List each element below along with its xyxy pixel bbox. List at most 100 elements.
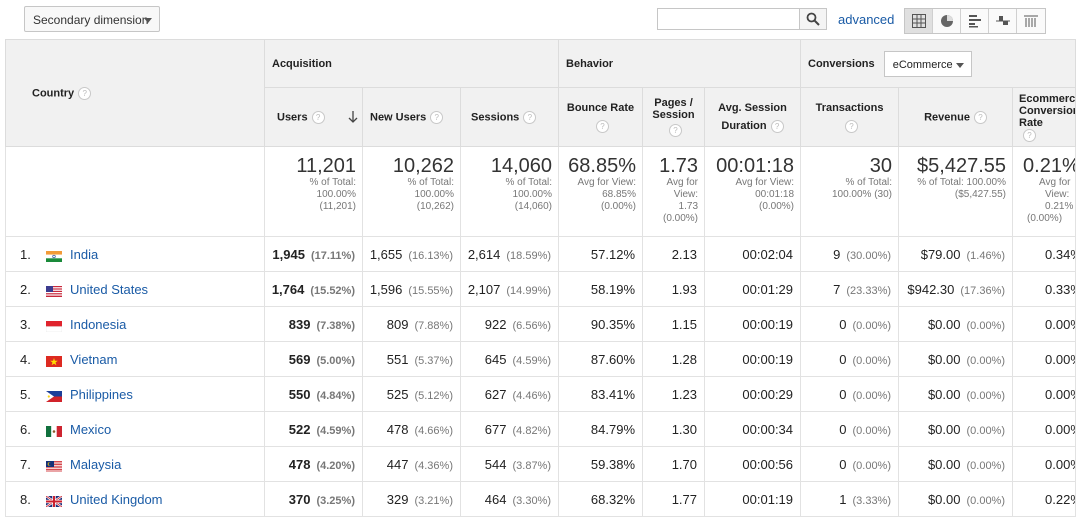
avg-session-duration-cell: 00:00:29: [704, 376, 802, 412]
new-users-cell: 447 (4.36%): [362, 446, 461, 482]
row-index: 1.: [20, 246, 31, 262]
new-users-cell: 1,596 (15.55%): [362, 271, 461, 307]
revenue-cell: $0.00 (0.00%): [898, 306, 1014, 342]
revenue-header-label: Revenue: [924, 110, 970, 123]
pie-view-button[interactable]: [933, 9, 961, 33]
country-cell: 8. United Kingdom: [5, 481, 265, 517]
sessions-column-header[interactable]: Sessions?: [459, 87, 560, 147]
help-icon[interactable]: ?: [430, 110, 444, 124]
transactions-column-header[interactable]: Transactions?: [800, 87, 900, 147]
sessions-value: 464: [484, 491, 507, 507]
pages-session-cell: 1.28: [642, 341, 706, 377]
help-icon[interactable]: ?: [78, 86, 92, 100]
sessions-value: 677: [484, 421, 507, 437]
performance-view-button[interactable]: [961, 9, 989, 33]
total-caption: (14,060): [514, 201, 553, 212]
table-search-input[interactable]: [657, 8, 827, 30]
avg-session-duration-cell: 00:00:19: [704, 341, 802, 377]
sessions-cell: 2,614 (18.59%): [460, 236, 560, 272]
table-row[interactable]: 6. Mexico 522 (4.59%) 478 (4.66%) 677 (4.82%) 84…: [5, 411, 1077, 447]
bounce-rate-cell: 58.19%: [558, 271, 644, 307]
avg-session-duration-cell: 00:02:04: [704, 236, 802, 272]
transactions-value: 0: [839, 421, 847, 437]
avg-session-duration-cell: 00:00:56: [704, 446, 802, 482]
grid-icon: [912, 14, 926, 28]
revenue-percent: (0.00%): [966, 389, 1006, 402]
users-percent: (15.52%): [310, 284, 355, 297]
total-caption: 0.21%: [1045, 201, 1074, 212]
country-link[interactable]: United Kingdom: [70, 491, 163, 507]
help-icon[interactable]: ?: [1023, 128, 1037, 142]
table-view-button[interactable]: [905, 9, 933, 33]
new-users-value: 478: [386, 421, 409, 437]
pages-session-column-header[interactable]: Pages / Session?: [642, 87, 706, 147]
users-percent: (4.20%): [316, 459, 355, 472]
transactions-value: 0: [839, 316, 847, 332]
transactions-percent: (0.00%): [852, 459, 892, 472]
advanced-filter-link[interactable]: advanced: [838, 12, 895, 27]
conversion-rate-column-header[interactable]: Ecommerce Conversion Rate?: [1012, 87, 1077, 147]
help-icon[interactable]: ?: [973, 110, 987, 124]
malaysia-flag-icon: [46, 460, 62, 472]
transactions-cell: 9 (30.00%): [800, 236, 900, 272]
bounce-rate-column-header[interactable]: Bounce Rate?: [558, 87, 644, 147]
country-link[interactable]: Philippines: [70, 386, 133, 402]
help-icon[interactable]: ?: [523, 110, 537, 124]
comparison-view-button[interactable]: [989, 9, 1017, 33]
total-caption: ($5,427.55): [954, 189, 1007, 200]
conversion-rate-cell: 0.00%: [1012, 341, 1077, 377]
country-cell: 4. Vietnam: [5, 341, 265, 377]
help-icon[interactable]: ?: [311, 110, 325, 124]
table-row[interactable]: 3. Indonesia 839 (7.38%) 809 (7.88%) 922 (6.56%…: [5, 306, 1077, 342]
help-icon[interactable]: ?: [770, 119, 784, 133]
bounce-rate-cell: 68.32%: [558, 481, 644, 517]
total-caption: 1.73: [678, 201, 699, 212]
bounce-rate-cell: 90.35%: [558, 306, 644, 342]
search-button[interactable]: [799, 9, 826, 29]
revenue-value: $0.00: [927, 386, 961, 402]
new-users-percent: (5.12%): [414, 389, 453, 402]
country-link[interactable]: Indonesia: [70, 316, 127, 332]
total-caption: Avg for View:: [577, 177, 637, 188]
new-users-percent: (5.37%): [414, 354, 453, 367]
table-row[interactable]: 2. United States 1,764 (15.52%) 1,596 (15.55%…: [5, 271, 1077, 307]
country-link[interactable]: Mexico: [70, 421, 112, 437]
country-link[interactable]: Malaysia: [70, 456, 122, 472]
revenue-cell: $0.00 (0.00%): [898, 376, 1014, 412]
sessions-value: 544: [484, 456, 507, 472]
conversions-type-value: eCommerce: [892, 58, 953, 71]
table-row[interactable]: 4. Vietnam 569 (5.00%) 551 (5.37%) 645 (4.59%) 8…: [5, 341, 1077, 377]
transactions-percent: (23.33%): [846, 284, 892, 297]
avg-session-duration-column-header[interactable]: Avg. Session Duration?: [704, 87, 802, 147]
table-row[interactable]: 8. United Kingdom 370 (3.25%) 329 (3.21%) 464 (…: [5, 481, 1077, 517]
new-users-column-header[interactable]: New Users?: [362, 87, 461, 147]
table-row[interactable]: 1. India 1,945 (17.11%) 1,655 (16.13%) 2,614 (1…: [5, 236, 1077, 272]
revenue-value: $79.00: [920, 246, 961, 262]
table-row[interactable]: 7. Malaysia 478 (4.20%) 447 (4.36%) 544 (3.87%)…: [5, 446, 1077, 482]
users-column-header[interactable]: Users?: [264, 87, 363, 147]
country-link[interactable]: Vietnam: [70, 351, 118, 367]
sessions-value: 627: [484, 386, 507, 402]
conversion-rate-cell: 0.33%: [1012, 271, 1077, 307]
behavior-group-header: Behavior: [558, 39, 802, 88]
conversions-type-dropdown[interactable]: eCommerce: [883, 50, 972, 77]
help-icon[interactable]: ?: [596, 119, 610, 133]
help-icon[interactable]: ?: [669, 124, 683, 137]
country-link[interactable]: United States: [70, 281, 149, 297]
sessions-value: 645: [484, 351, 507, 367]
new-users-cell: 329 (3.21%): [362, 481, 461, 517]
totals-row: 11,201% of Total: 100.00% (11,201) 10,262%…: [5, 146, 1077, 237]
total-value: 00:01:18: [716, 155, 795, 177]
total-caption: (0.00%): [1027, 213, 1063, 224]
revenue-value: $0.00: [927, 491, 961, 507]
country-link[interactable]: India: [70, 246, 99, 262]
new-users-value: 447: [386, 456, 409, 472]
secondary-dimension-dropdown[interactable]: Secondary dimension: [24, 6, 160, 32]
totals-sessions: 14,060% of Total: 100.00% (14,060): [459, 146, 560, 237]
pivot-view-button[interactable]: [1017, 9, 1045, 33]
table-row[interactable]: 5. Philippines 550 (4.84%) 525 (5.12%) 627 (4.4…: [5, 376, 1077, 412]
help-icon[interactable]: ?: [845, 119, 859, 133]
revenue-column-header[interactable]: Revenue?: [898, 87, 1014, 147]
conversions-group-header: Conversions eCommerce: [800, 39, 1077, 88]
chevron-down-icon: [955, 62, 964, 68]
